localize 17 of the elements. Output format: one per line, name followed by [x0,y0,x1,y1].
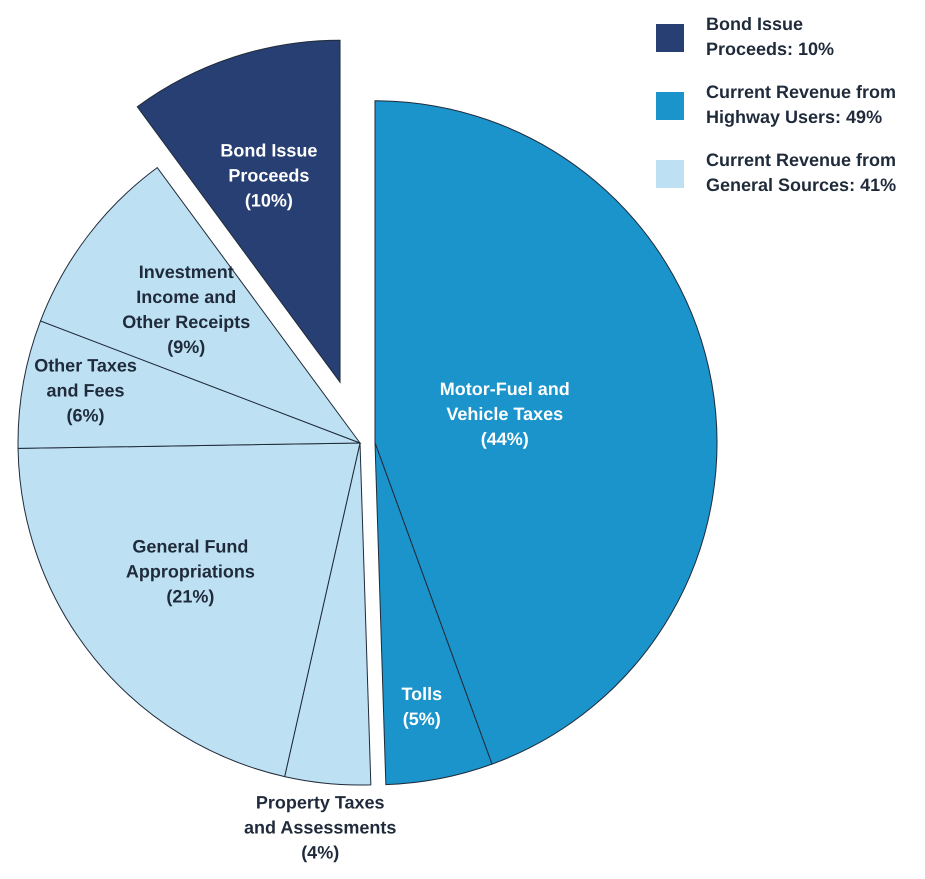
text: Current Revenue from Highway Users: 49% [706,81,896,129]
data-label: (21%) [166,586,214,607]
data-label: (10%) [244,190,293,211]
slice-label: Motor-Fuel and Vehicle Taxes [440,379,570,424]
data-label: (44%) [480,429,529,450]
slice-label: General Fund Appropriations [126,536,255,582]
slice-label: Tolls [401,684,442,704]
data-label: (5%) [402,708,441,729]
slice-label: Bond Issue Proceeds [220,140,318,186]
text: Current Revenue from General Sources: 41% [706,149,896,197]
slice-label: Investment Income and Other Receipts [122,262,250,332]
data-label: (9%) [167,337,206,358]
slice-label: Other Taxes and Fees [34,355,137,400]
data-label: (6%) [66,405,105,426]
slice-label: Property Taxes and Assessments [244,792,396,838]
text: Bond Issue Proceeds: 10% [706,13,834,61]
data-label: (4%) [301,842,340,862]
